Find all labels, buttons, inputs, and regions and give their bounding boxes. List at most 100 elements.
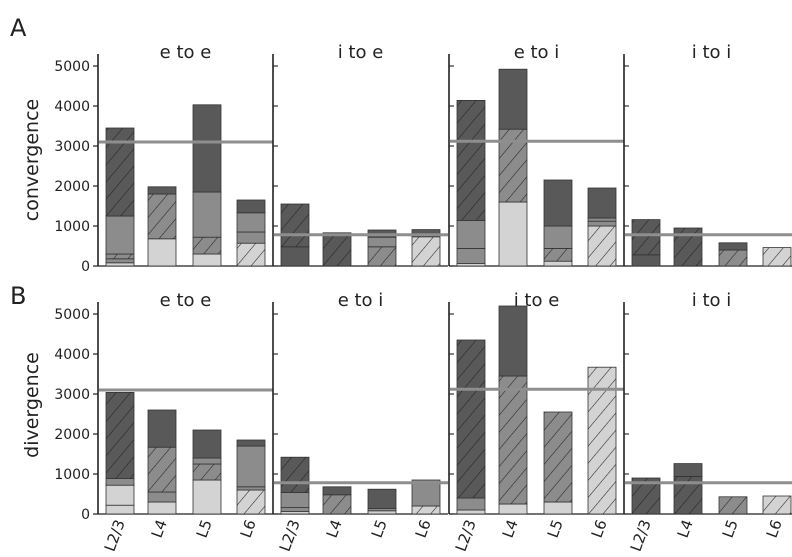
bar-segment-1-0-0-1	[105, 484, 135, 506]
bar-segment-0-0-0-3	[105, 215, 135, 255]
bar-hatch-1-1-3-0	[412, 506, 440, 514]
bar-segment-0-0-2-2	[192, 191, 222, 238]
ytick-label-0-4: 4000	[54, 99, 90, 115]
bar-segment-1-1-0-2	[280, 491, 310, 508]
bar-segment-0-3-2-1	[718, 242, 748, 251]
xtick-label-0-2: L5	[193, 517, 216, 540]
bar-segment-0-2-3-2	[587, 217, 617, 222]
bar-hatch-1-1-0-3	[281, 457, 309, 493]
bar-segment-0-0-2-0	[192, 253, 222, 267]
ytick-label-1-1: 1000	[54, 467, 90, 483]
subplot-title-0-2: e to i	[514, 42, 560, 63]
bar-segment-0-0-3-1	[236, 231, 266, 244]
bar-segment-0-2-3-3	[587, 187, 617, 219]
bar-hatch-1-2-0-2	[457, 340, 485, 498]
bar-hatch-1-2-1-1	[499, 376, 527, 504]
xtick-label-2-1: L4	[499, 517, 522, 540]
bar-hatch-1-0-2-1	[193, 464, 221, 480]
bar-segment-0-2-1-2	[498, 68, 528, 130]
bar-segment-0-0-3-2	[236, 212, 266, 233]
bar-hatch-0-0-1-1	[148, 194, 176, 239]
bar-segment-1-1-3-1	[411, 479, 441, 507]
bar-segment-1-0-2-3	[192, 429, 222, 459]
bar-segment-1-0-1-1	[147, 491, 177, 503]
ytick-label-0-0: 0	[81, 259, 90, 275]
subplot-title-0-0: e to e	[160, 42, 212, 63]
bar-hatch-0-0-0-2	[106, 254, 134, 259]
xtick-label-2-2: L5	[544, 517, 567, 540]
xtick-label-3-2: L5	[719, 517, 742, 540]
xtick-label-3-0: L2/3	[627, 517, 655, 554]
subplot-title-1-3: i to i	[692, 290, 732, 311]
xtick-label-1-1: L4	[323, 517, 346, 540]
bar-hatch-0-1-0-1	[281, 204, 309, 247]
ytick-label-0-2: 2000	[54, 179, 90, 195]
xtick-label-2-0: L2/3	[452, 517, 480, 554]
bar-hatch-1-0-1-2	[148, 447, 176, 492]
bar-hatch-0-0-2-1	[193, 237, 221, 254]
bar-segment-0-1-3-1	[411, 229, 441, 238]
ytick-label-0-5: 5000	[54, 59, 90, 75]
bar-segment-0-0-2-3	[192, 104, 222, 193]
xtick-label-3-3: L6	[763, 517, 786, 540]
xtick-label-0-3: L6	[237, 517, 260, 540]
subplot-title-1-0: e to e	[160, 290, 212, 311]
xtick-label-1-2: L5	[368, 517, 391, 540]
bar-segment-1-2-1-0	[498, 503, 528, 515]
bar-segment-0-0-0-1	[105, 258, 135, 264]
ytick-label-1-2: 2000	[54, 427, 90, 443]
ylabel-divergence: divergence	[21, 352, 43, 458]
bar-segment-1-3-1-1	[673, 463, 703, 477]
bar-segment-1-1-0-1	[280, 507, 310, 513]
bar-hatch-0-1-3-0	[412, 236, 440, 266]
xtick-label-0-1: L4	[148, 517, 171, 540]
panel-letter-b: B	[10, 282, 26, 310]
bar-segment-0-0-3-3	[236, 199, 266, 214]
bar-segment-0-2-2-0	[543, 260, 573, 267]
bar-hatch-0-3-2-0	[719, 250, 747, 266]
ytick-label-1-4: 4000	[54, 347, 90, 363]
xtick-label-3-1: L4	[674, 517, 697, 540]
ytick-label-1-0: 0	[81, 507, 90, 523]
bar-segment-1-2-1-2	[498, 305, 528, 377]
bar-segment-0-2-3-1	[587, 220, 617, 227]
bar-hatch-0-0-3-0	[237, 243, 265, 266]
panel-letter-a: A	[10, 14, 27, 42]
bar-segment-1-0-0-2	[105, 477, 135, 486]
bar-segment-1-2-0-0	[456, 509, 486, 515]
bar-segment-0-2-1-0	[498, 201, 528, 267]
bar-segment-1-0-0-0	[105, 504, 135, 515]
bar-segment-1-1-1-1	[322, 486, 352, 496]
bar-segment-1-1-2-0	[367, 510, 397, 515]
ytick-label-0-3: 3000	[54, 139, 90, 155]
bar-hatch-1-0-3-0	[237, 490, 265, 514]
subplot-title-0-1: i to e	[338, 42, 384, 63]
bar-hatch-0-1-2-0	[368, 246, 396, 266]
bar-hatch-0-3-3-0	[763, 247, 791, 266]
bar-hatch-1-2-3-0	[588, 367, 616, 514]
bar-segment-0-0-1-2	[147, 186, 177, 195]
bar-segment-0-1-2-1	[367, 236, 397, 248]
bar-segment-0-2-2-2	[543, 225, 573, 249]
bar-segment-1-0-3-2	[236, 445, 266, 488]
bar-hatch-1-1-1-0	[323, 494, 351, 514]
bar-hatch-1-3-3-0	[763, 496, 791, 514]
bar-hatch-0-2-3-0	[588, 226, 616, 266]
bar-hatch-0-2-2-1	[544, 248, 572, 262]
bar-hatch-0-2-0-3	[457, 100, 485, 221]
ytick-label-1-5: 5000	[54, 307, 90, 323]
bar-segment-0-2-0-2	[456, 219, 486, 249]
bar-segment-1-0-1-3	[147, 409, 177, 448]
bar-segment-0-2-2-3	[543, 179, 573, 227]
bar-segment-1-0-1-0	[147, 501, 177, 515]
bar-segment-0-2-0-1	[456, 247, 486, 264]
bar-hatch-1-2-2-1	[544, 412, 572, 502]
bar-hatch-1-3-2-0	[719, 496, 747, 514]
bar-segment-1-2-2-0	[543, 501, 573, 515]
bar-segment-1-2-0-1	[456, 497, 486, 511]
xtick-label-1-3: L6	[412, 517, 435, 540]
bar-segment-1-0-2-2	[192, 457, 222, 465]
xtick-label-1-0: L2/3	[276, 517, 304, 554]
bar-hatch-0-3-0-1	[632, 219, 660, 255]
